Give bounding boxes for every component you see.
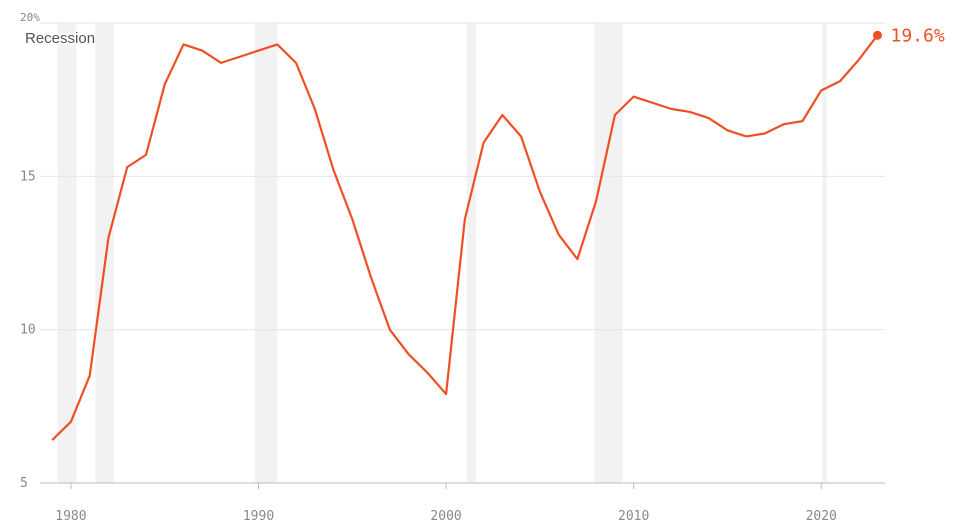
y-tick-label: 15 [20,169,36,184]
recession-annotation: Recession [25,30,95,47]
end-point [872,30,882,40]
grid-layer: 5 10 15 20% 1980 1990 2000 2010 2020 [20,11,885,524]
x-tick-label: 1980 [55,509,86,524]
recession-band [594,23,623,483]
value-label: 19.6% [890,25,944,46]
x-tick-label: 2000 [430,509,461,524]
data-line [51,34,879,441]
y-tick-label: 5 [20,476,28,491]
mark-layer: 19.6% [51,25,945,441]
x-tick-label: 1990 [243,509,274,524]
y-tick-label: 20% [20,11,40,24]
x-tick-label: 2010 [618,509,649,524]
x-tick-label: 2020 [806,509,837,524]
recession-band [466,23,477,483]
y-tick-label: 10 [20,323,36,338]
recession-band [254,23,278,483]
recession-layer [57,23,827,483]
recession-band [822,23,827,483]
recession-band [57,23,77,483]
recession-band [95,23,115,483]
